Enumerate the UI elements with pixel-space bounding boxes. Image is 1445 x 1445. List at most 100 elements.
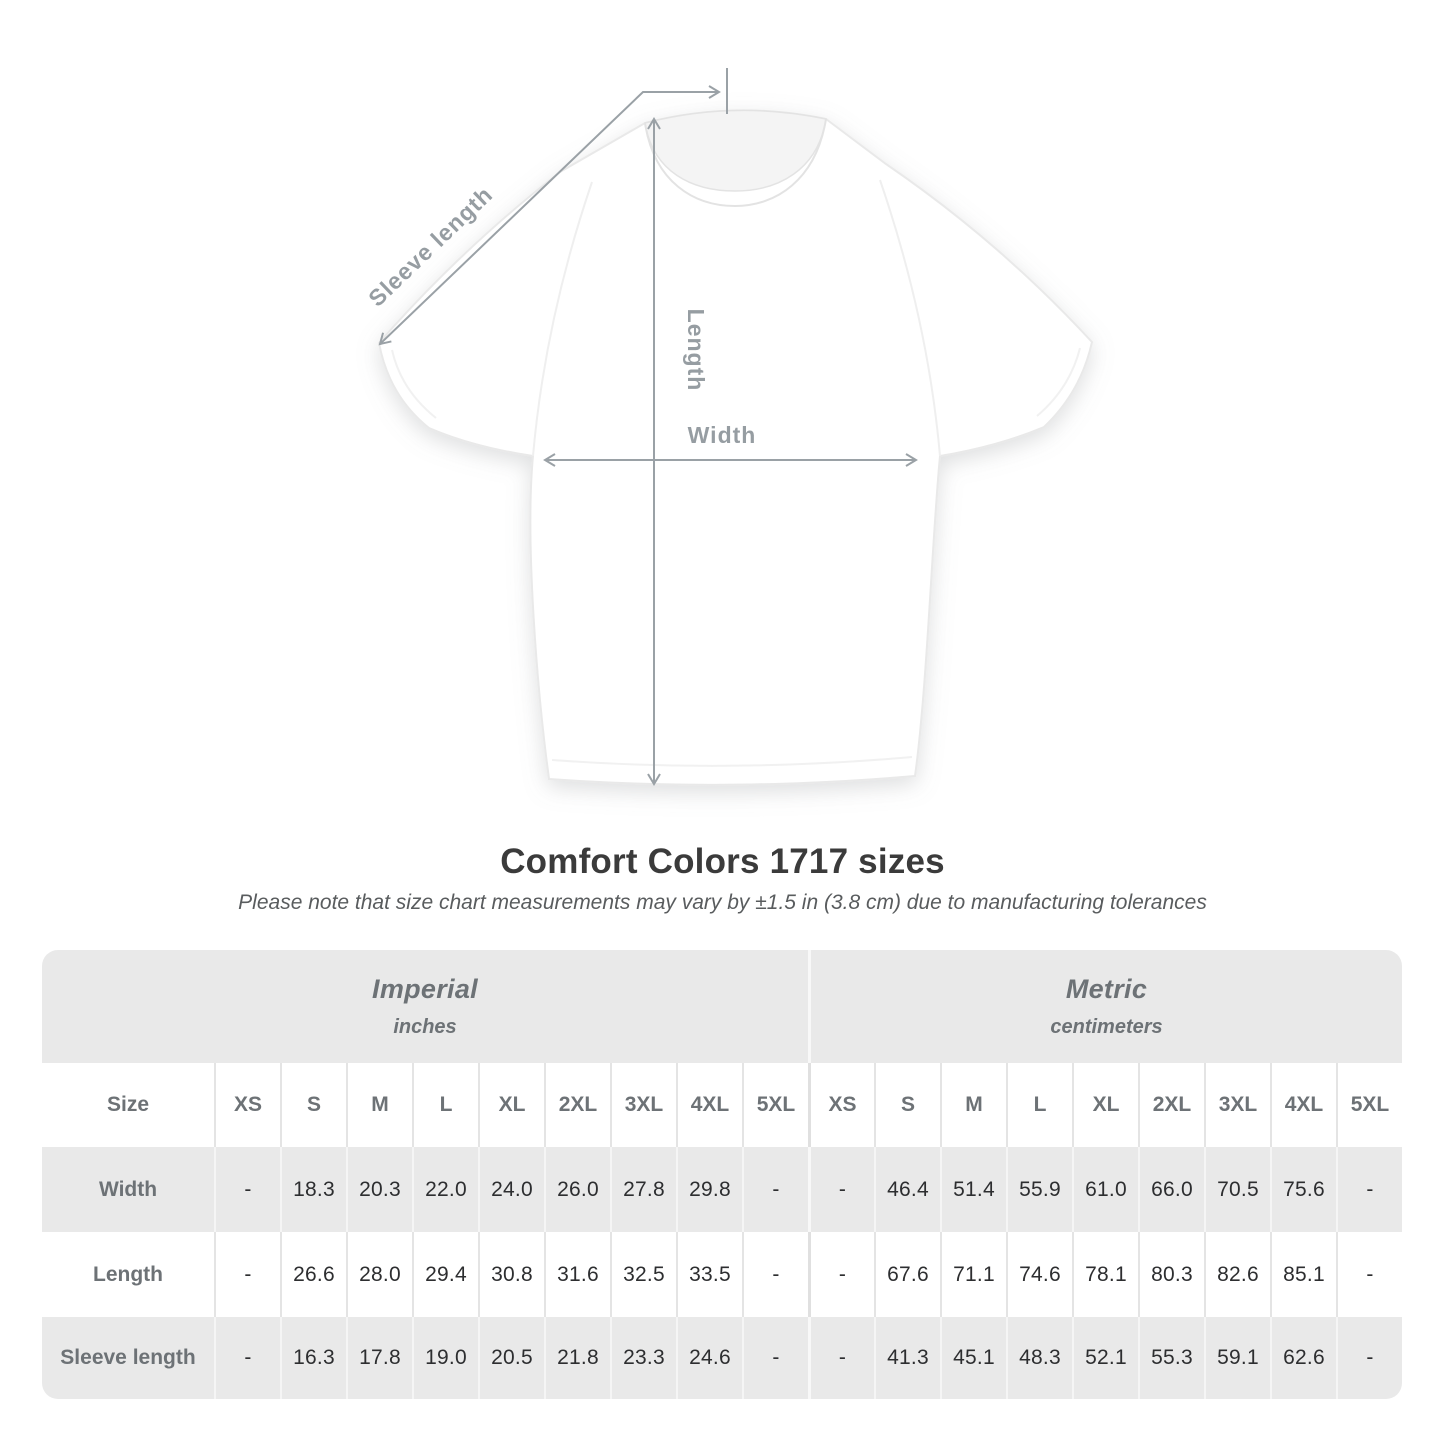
measurement-cell: 55.9 bbox=[1006, 1147, 1072, 1232]
measurement-cell: 75.6 bbox=[1270, 1147, 1336, 1232]
size-col-header-imperial-5xl: 5XL bbox=[742, 1063, 808, 1147]
measurement-cell: 45.1 bbox=[940, 1317, 1006, 1399]
size-col-header-imperial-4xl: 4XL bbox=[676, 1063, 742, 1147]
measurement-cell: 31.6 bbox=[544, 1232, 610, 1317]
measurement-cell: 70.5 bbox=[1204, 1147, 1270, 1232]
imperial-unit-label: inches bbox=[393, 1016, 457, 1038]
metric-band: Metric centimeters bbox=[808, 950, 1402, 1063]
size-col-header-metric-m: M bbox=[940, 1063, 1006, 1147]
measurement-cell: - bbox=[1336, 1317, 1402, 1399]
sleeve-length-arrow bbox=[378, 85, 721, 346]
tolerance-note: Please note that size chart measurements… bbox=[238, 891, 1207, 914]
measurement-cell: 24.0 bbox=[478, 1147, 544, 1232]
measurement-row: Length -26.6 28.0 29.4 30.8 31.6 32.5 33.5- -67.… bbox=[42, 1232, 1402, 1317]
measurement-cell: 46.4 bbox=[874, 1147, 940, 1232]
measurement-cell: 22.0 bbox=[412, 1147, 478, 1232]
measurement-cell: 20.5 bbox=[478, 1317, 544, 1399]
measurement-cell: - bbox=[1336, 1232, 1402, 1317]
measurement-cell: 24.6 bbox=[676, 1317, 742, 1399]
measurement-row-label: Sleeve length bbox=[42, 1317, 214, 1399]
imperial-section-label: Imperial bbox=[372, 974, 478, 1004]
measurement-cell: 26.6 bbox=[280, 1232, 346, 1317]
measurement-cell: 41.3 bbox=[874, 1317, 940, 1399]
measurement-cell: 67.6 bbox=[874, 1232, 940, 1317]
measurement-cell: - bbox=[214, 1232, 280, 1317]
measurement-cell: - bbox=[808, 1317, 874, 1399]
measurement-cell: 66.0 bbox=[1138, 1147, 1204, 1232]
size-col-header-imperial-2xl: 2XL bbox=[544, 1063, 610, 1147]
unit-band-row: Imperial inches Metric centimeters bbox=[42, 950, 1402, 1063]
size-col-header-imperial-xs: XS bbox=[214, 1063, 280, 1147]
measurement-cell: 30.8 bbox=[478, 1232, 544, 1317]
tshirt-illustration: Sleeve length Length Width bbox=[363, 68, 1094, 786]
measurement-cell: 16.3 bbox=[280, 1317, 346, 1399]
measurement-cell: 29.4 bbox=[412, 1232, 478, 1317]
measurement-cell: - bbox=[742, 1317, 808, 1399]
measurement-row-label: Length bbox=[42, 1232, 214, 1317]
measurement-cell: 23.3 bbox=[610, 1317, 676, 1399]
size-header-row: Size XS S M L XL 2XL 3XL 4XL 5XL XS S M L XL 2XL 3XL 4XL… bbox=[42, 1063, 1402, 1147]
measurement-cell: - bbox=[742, 1232, 808, 1317]
size-col-header-metric-5xl: 5XL bbox=[1336, 1063, 1402, 1147]
measurement-cell: 27.8 bbox=[610, 1147, 676, 1232]
measurement-row-label: Width bbox=[42, 1147, 214, 1232]
measurement-cell: 17.8 bbox=[346, 1317, 412, 1399]
measurement-cell: 21.8 bbox=[544, 1317, 610, 1399]
size-header-cell: Size bbox=[106, 1093, 150, 1116]
measurement-cell: 82.6 bbox=[1204, 1232, 1270, 1317]
measurement-cell: - bbox=[214, 1317, 280, 1399]
size-col-header-metric-l: L bbox=[1006, 1063, 1072, 1147]
size-col-header-imperial-s: S bbox=[280, 1063, 346, 1147]
hem-stitch bbox=[551, 756, 913, 767]
measurement-cell: 33.5 bbox=[676, 1232, 742, 1317]
imperial-band: Imperial inches bbox=[42, 950, 808, 1063]
size-col-header-imperial-l: L bbox=[412, 1063, 478, 1147]
size-col-header-imperial-xl: XL bbox=[478, 1063, 544, 1147]
measurement-cell: 59.1 bbox=[1204, 1317, 1270, 1399]
size-col-header-metric-xl: XL bbox=[1072, 1063, 1138, 1147]
size-col-header-imperial-m: M bbox=[346, 1063, 412, 1147]
measurement-row: Sleeve length -16.3 17.8 19.0 20.5 21.8 23.3 24… bbox=[42, 1317, 1402, 1399]
size-col-header-metric-s: S bbox=[874, 1063, 940, 1147]
measurement-cell: 85.1 bbox=[1270, 1232, 1336, 1317]
measurement-cell: - bbox=[808, 1232, 874, 1317]
right-cuff-stitch bbox=[1036, 347, 1081, 417]
measurement-cell: - bbox=[1336, 1147, 1402, 1232]
measurement-cell: 48.3 bbox=[1006, 1317, 1072, 1399]
measurement-cell: - bbox=[214, 1147, 280, 1232]
size-col-header-metric-2xl: 2XL bbox=[1138, 1063, 1204, 1147]
length-label: Length bbox=[683, 309, 709, 392]
right-armhole-seam bbox=[879, 179, 941, 457]
measurement-cell: 71.1 bbox=[940, 1232, 1006, 1317]
measurement-cell: 62.6 bbox=[1270, 1317, 1336, 1399]
measurement-cell: 29.8 bbox=[676, 1147, 742, 1232]
measurement-cell: 18.3 bbox=[280, 1147, 346, 1232]
measurement-cell: 20.3 bbox=[346, 1147, 412, 1232]
metric-section-label: Metric bbox=[1065, 974, 1148, 1004]
measurement-cell: 78.1 bbox=[1072, 1232, 1138, 1317]
size-table-grid: Imperial inches Metric centimeters Size … bbox=[42, 950, 1402, 1399]
measurement-cell: 74.6 bbox=[1006, 1232, 1072, 1317]
size-col-header-imperial-3xl: 3XL bbox=[610, 1063, 676, 1147]
measurement-cell: 80.3 bbox=[1138, 1232, 1204, 1317]
page-title: Comfort Colors 1717 sizes bbox=[500, 842, 945, 881]
width-label: Width bbox=[688, 422, 757, 448]
measurement-cell: 52.1 bbox=[1072, 1317, 1138, 1399]
measurement-cell: 28.0 bbox=[346, 1232, 412, 1317]
measurement-cell: 55.3 bbox=[1138, 1317, 1204, 1399]
measurement-row: Width -18.3 20.3 22.0 24.0 26.0 27.8 29.8- -46.4… bbox=[42, 1147, 1402, 1232]
measurement-cell: 26.0 bbox=[544, 1147, 610, 1232]
tshirt-measurement-diagram: Sleeve length Length Width bbox=[363, 68, 1094, 786]
size-col-header-metric-xs: XS bbox=[808, 1063, 874, 1147]
measurement-cell: 32.5 bbox=[610, 1232, 676, 1317]
measurement-cell: - bbox=[808, 1147, 874, 1232]
measurement-cell: 19.0 bbox=[412, 1317, 478, 1399]
size-col-header-metric-4xl: 4XL bbox=[1270, 1063, 1336, 1147]
measurement-cell: 61.0 bbox=[1072, 1147, 1138, 1232]
metric-unit-label: centimeters bbox=[1050, 1016, 1163, 1038]
measurement-cell: - bbox=[742, 1147, 808, 1232]
left-cuff-stitch bbox=[391, 349, 437, 419]
size-col-header-metric-3xl: 3XL bbox=[1204, 1063, 1270, 1147]
measurement-cell: 51.4 bbox=[940, 1147, 1006, 1232]
